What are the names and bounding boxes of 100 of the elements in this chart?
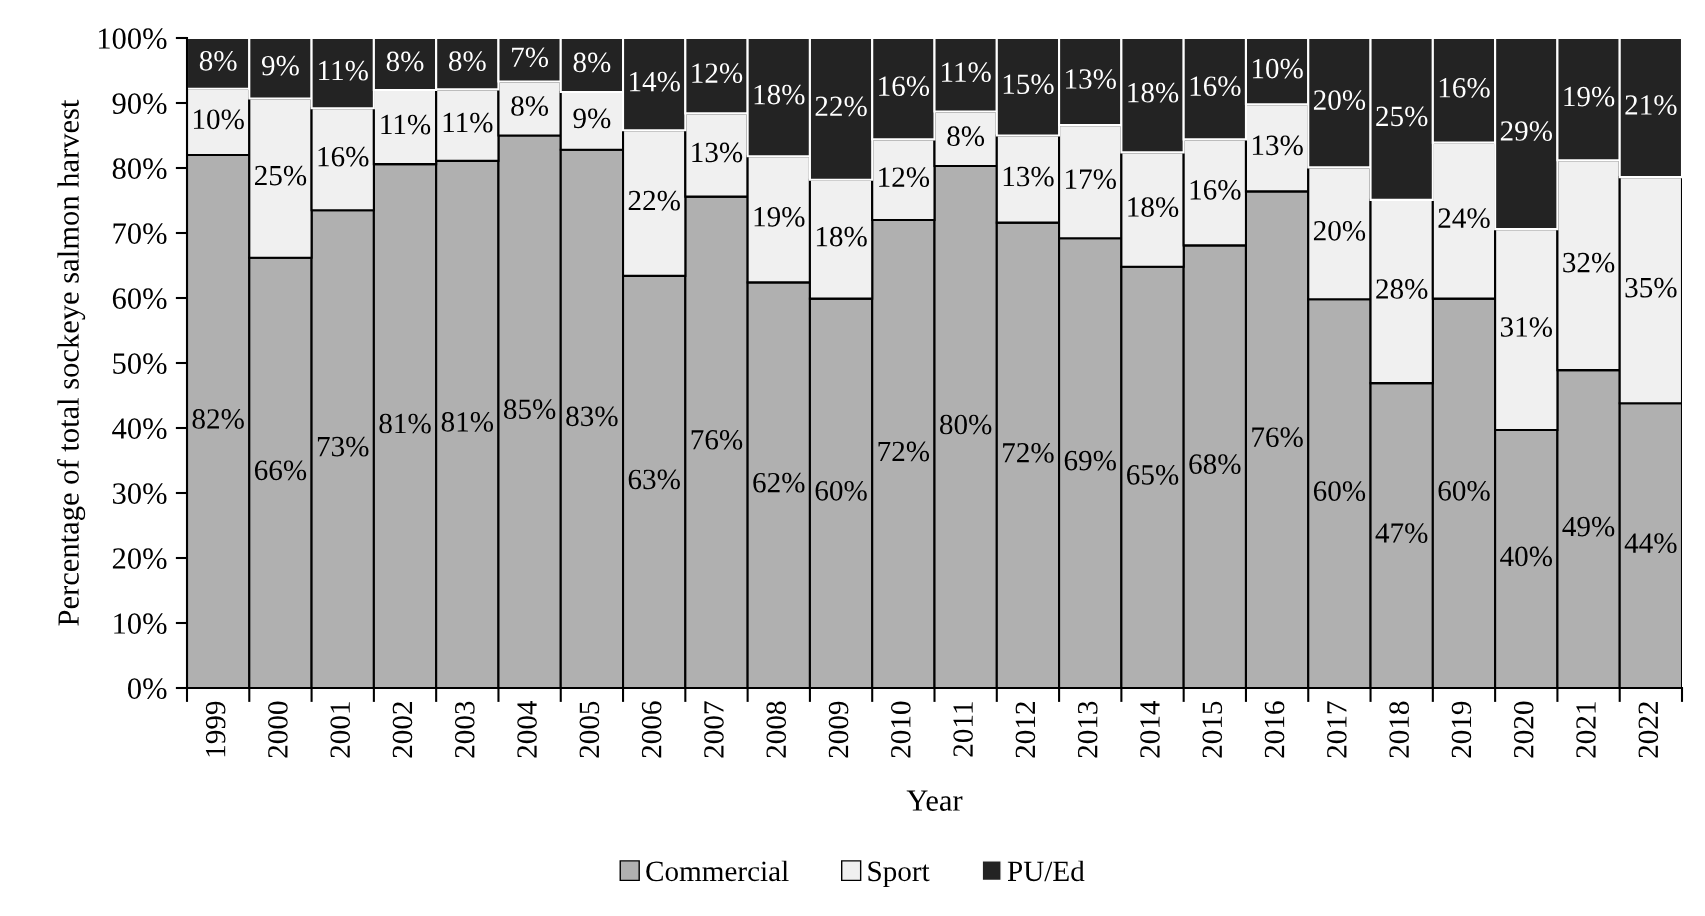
x-tick-label: 2017: [1327, 701, 1347, 758]
data-label: 25%: [1376, 106, 1428, 127]
x-tick-label: 2009: [828, 701, 849, 758]
data-label: 7%: [512, 47, 549, 68]
y-tick-label: 0%: [127, 678, 167, 699]
y-axis-title: Percentage of total sockeye salmon harvest: [57, 99, 86, 626]
legend-label: PU/Ed: [1007, 860, 1085, 882]
data-label: 25%: [254, 165, 307, 186]
data-label: 31%: [1500, 317, 1553, 337]
data-label: 28%: [1376, 279, 1428, 299]
x-tick-label: 2010: [890, 701, 911, 758]
x-tick-label: 2003: [454, 701, 475, 758]
data-label: 20%: [1313, 90, 1366, 111]
x-tick-label: 2018: [1389, 701, 1409, 758]
y-tick-label: 20%: [112, 548, 167, 569]
y-tick-label: 70%: [113, 223, 167, 244]
data-label: 83%: [566, 406, 618, 427]
y-tick-label: 50%: [113, 353, 167, 374]
data-label: 76%: [1252, 427, 1303, 448]
data-label: 8%: [947, 126, 985, 147]
data-label: 12%: [879, 167, 930, 188]
data-label: 73%: [317, 436, 369, 457]
x-tick-label: 2005: [579, 701, 600, 758]
data-label: 13%: [692, 142, 743, 163]
data-label: 24%: [1438, 208, 1490, 229]
data-label: 16%: [1190, 179, 1241, 200]
data-label: 69%: [1064, 450, 1116, 471]
data-label: 22%: [815, 96, 867, 117]
legend-label: Sport: [868, 861, 930, 888]
x-tick-label: 2002: [392, 702, 413, 758]
y-tick-label: 90%: [112, 93, 167, 114]
x-tick-label: 2022: [1638, 702, 1659, 758]
x-tick-label: 2019: [1451, 701, 1472, 758]
data-label: 20%: [1313, 220, 1366, 241]
x-tick-label: 1999: [205, 701, 226, 757]
x-tick-label: 2021: [1576, 702, 1596, 758]
x-tick-label: 2007: [704, 701, 724, 758]
data-label: 72%: [1003, 442, 1054, 463]
x-tick-label: 2006: [641, 701, 662, 758]
data-label: 65%: [1127, 465, 1179, 485]
data-label: 10%: [1252, 58, 1303, 79]
x-tick-label: 2001: [330, 702, 351, 758]
data-label: 63%: [628, 469, 680, 490]
data-label: 22%: [628, 190, 680, 211]
data-label: 16%: [1190, 76, 1241, 97]
data-label: 76%: [691, 429, 743, 450]
data-label: 62%: [753, 472, 805, 493]
y-tick-label: 80%: [112, 158, 167, 179]
x-axis-title: Year: [906, 790, 963, 811]
y-tick-label: 40%: [112, 418, 167, 439]
x-tick-label: 2014: [1140, 700, 1160, 758]
data-label: 32%: [1563, 252, 1615, 273]
x-tick-label: 2020: [1513, 701, 1534, 758]
data-label: 16%: [318, 146, 369, 167]
data-label: 82%: [192, 409, 244, 429]
data-label: 16%: [1439, 77, 1490, 98]
data-label: 14%: [630, 71, 680, 92]
data-label: 11%: [942, 62, 991, 83]
x-tick-label: 2004: [517, 700, 537, 758]
data-label: 40%: [1500, 546, 1553, 567]
data-label: 29%: [1500, 121, 1553, 141]
y-tick-label: 30%: [113, 483, 167, 504]
data-label: 47%: [1375, 523, 1428, 543]
data-label: 66%: [254, 460, 307, 481]
data-label: 18%: [754, 84, 805, 105]
data-label: 80%: [940, 414, 992, 435]
x-tick-label: 2015: [1202, 701, 1223, 758]
data-label: 19%: [754, 206, 805, 227]
data-label: 15%: [1003, 74, 1054, 95]
data-label: 18%: [1128, 82, 1179, 103]
x-tick-label: 2016: [1264, 701, 1285, 758]
data-label: 85%: [503, 399, 556, 420]
data-label: 8%: [573, 52, 611, 73]
x-tick-label: 2013: [1077, 701, 1098, 758]
x-tick-label: 2000: [268, 701, 288, 758]
data-label: 81%: [379, 413, 431, 434]
data-label: 13%: [1003, 166, 1054, 187]
data-label: 11%: [319, 60, 368, 81]
data-label: 35%: [1625, 277, 1677, 298]
legend-label: Commercial: [646, 860, 789, 882]
data-label: 12%: [692, 63, 743, 84]
data-label: 60%: [815, 480, 867, 501]
x-tick-label: 2011: [953, 702, 973, 757]
y-tick-label: 100%: [98, 28, 167, 49]
data-label: 19%: [1564, 86, 1615, 107]
data-label: 18%: [1128, 197, 1179, 217]
data-label: 17%: [1066, 169, 1116, 190]
data-label: 13%: [1066, 69, 1116, 89]
data-label: 11%: [381, 114, 431, 135]
data-label: 8%: [511, 96, 549, 116]
data-label: 68%: [1189, 454, 1241, 475]
data-label: 8%: [448, 51, 486, 72]
data-label: 21%: [1625, 95, 1677, 115]
data-label: 9%: [261, 55, 299, 76]
data-label: 60%: [1313, 481, 1366, 502]
data-label: 72%: [878, 441, 930, 462]
data-label: 13%: [1252, 135, 1303, 156]
x-tick-label: 2012: [1015, 702, 1036, 758]
data-label: 8%: [199, 50, 237, 71]
data-label: 9%: [573, 108, 611, 129]
